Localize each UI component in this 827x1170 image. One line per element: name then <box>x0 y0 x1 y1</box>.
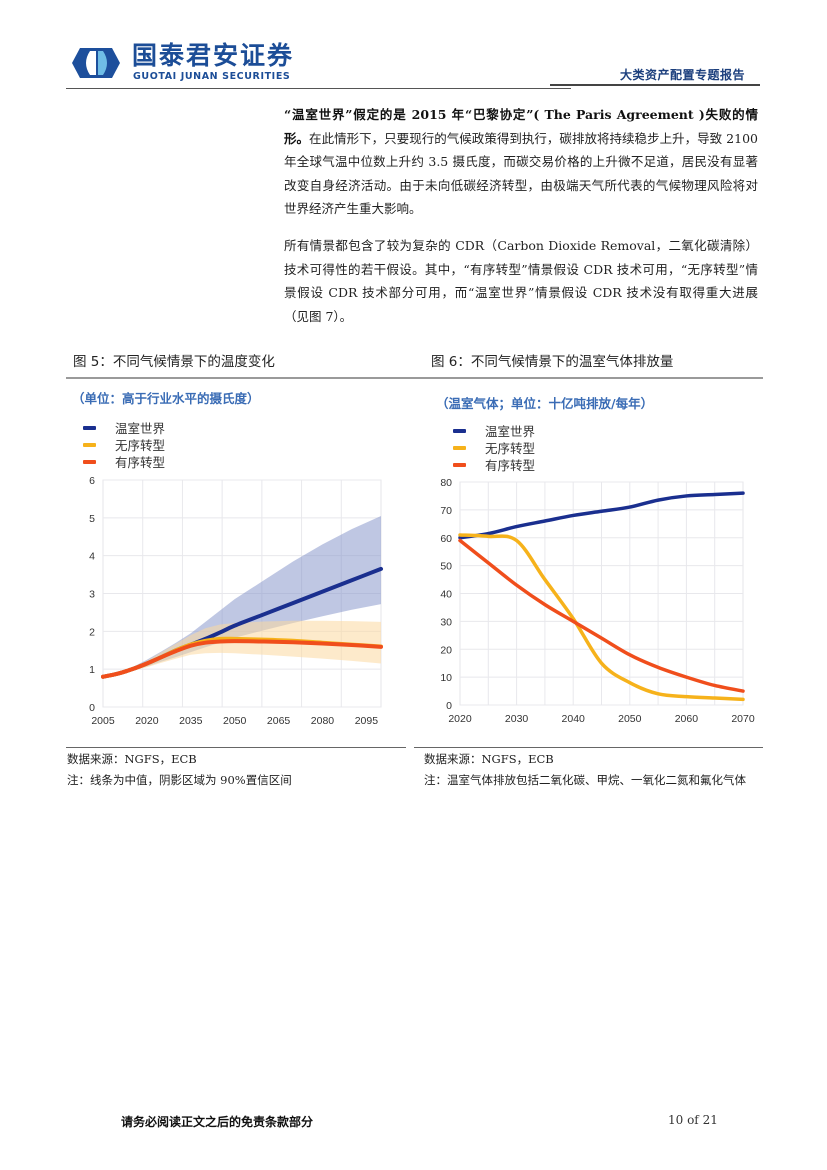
figure-title-divider <box>66 377 763 379</box>
header-divider-right <box>550 84 760 86</box>
paragraph-lead-bold: “温室世界”假定的是 2015 年“巴黎协定”( The Paris Agree… <box>284 107 758 146</box>
company-logo: 国泰君安证券 GUOTAI JUNAN SECURITIES <box>70 42 300 84</box>
legend-label: 有序转型 <box>115 455 166 470</box>
header-divider-left <box>66 88 571 89</box>
y-tick-label: 1 <box>89 664 95 676</box>
y-tick-label: 40 <box>440 589 452 601</box>
y-tick-label: 2 <box>89 626 95 638</box>
series-line <box>458 538 745 693</box>
legend-label: 有序转型 <box>485 458 536 473</box>
paragraph-greenhouse-world: “温室世界”假定的是 2015 年“巴黎协定”( The Paris Agree… <box>284 103 758 221</box>
disclaimer-note: 请务必阅读正文之后的免责条款部分 <box>121 1115 314 1129</box>
report-type-title: 大类资产配置专题报告 <box>620 68 746 82</box>
x-tick-label: 2050 <box>223 715 247 727</box>
chart-unit-label: （温室气体；单位：十亿吨排放/每年） <box>436 396 654 411</box>
note-line: 注：线条为中值，阴影区域为 90%置信区间 <box>67 773 292 787</box>
chart-legend: 温室世界 无序转型 有序转型 <box>453 422 535 473</box>
x-tick-label: 2060 <box>675 713 699 725</box>
y-tick-label: 80 <box>440 477 452 489</box>
y-tick-label: 20 <box>440 644 452 656</box>
y-tick-label: 6 <box>89 475 95 487</box>
x-tick-label: 2030 <box>505 713 529 725</box>
note-line: 注：温室气体排放包括二氧化碳、甲烷、一氧化二氮和氟化气体 <box>424 773 746 787</box>
x-tick-label: 2070 <box>731 713 755 725</box>
figure-6-source: 数据来源：NGFS，ECB 注：温室气体排放包括二氧化碳、甲烷、一氧化二氮和氟化… <box>424 749 764 791</box>
logo-english-name: GUOTAI JUNAN SECURITIES <box>133 71 291 82</box>
x-tick-label: 2020 <box>448 713 472 725</box>
legend-swatch-icon <box>453 445 466 450</box>
x-tick-label: 2065 <box>267 715 291 727</box>
y-tick-label: 10 <box>440 672 452 684</box>
page-number: 10 of 21 <box>668 1113 718 1127</box>
source-line: 数据来源：NGFS，ECB <box>67 752 197 766</box>
source-divider <box>66 747 406 748</box>
x-tick-label: 2020 <box>135 715 159 727</box>
y-tick-label: 0 <box>446 700 452 712</box>
x-tick-label: 2040 <box>562 713 586 725</box>
logo-chinese-name: 国泰君安证券 <box>132 41 295 70</box>
temperature-chart: （单位：高于行业水平的摄氏度） 温室世界 无序转型 有序转型 0 1 2 3 4 5 6 20… <box>66 380 406 740</box>
legend-item-orderly: 有序转型 <box>83 453 165 470</box>
x-tick-label: 2005 <box>91 715 115 727</box>
emissions-chart: （温室气体；单位：十亿吨排放/每年） 温室世界 无序转型 有序转型 0 10 20 3… <box>414 380 763 740</box>
y-tick-label: 5 <box>89 513 95 525</box>
y-tick-label: 70 <box>440 505 452 517</box>
legend-item-greenhouse-world: 温室世界 <box>453 422 535 439</box>
legend-label: 温室世界 <box>115 421 166 436</box>
legend-swatch-icon <box>83 425 96 430</box>
legend-swatch-icon <box>83 442 96 447</box>
y-tick-label: 3 <box>89 589 95 601</box>
legend-item-orderly: 有序转型 <box>453 456 535 473</box>
temperature-line-chart: 0 1 2 3 4 5 6 2005 2020 2035 2050 2065 2080 2095 <box>89 475 383 727</box>
figure-6-title: 图 6：不同气候情景下的温室气体排放量 <box>431 354 674 370</box>
confidence-band <box>103 515 381 677</box>
series-line <box>458 533 745 702</box>
x-tick-label: 2050 <box>618 713 642 725</box>
x-tick-label: 2095 <box>355 715 379 727</box>
legend-item-greenhouse-world: 温室世界 <box>83 419 165 436</box>
y-tick-label: 0 <box>89 702 95 714</box>
legend-swatch-icon <box>453 428 466 433</box>
series-line <box>458 491 745 540</box>
y-tick-label: 50 <box>440 561 452 573</box>
legend-item-disorderly: 无序转型 <box>453 439 535 456</box>
paragraph-body: 在此情形下，只要现行的气候政策得到执行，碳排放将持续稳步上升，导致 2100 年… <box>284 130 758 217</box>
legend-label: 无序转型 <box>485 441 536 456</box>
chart-legend: 温室世界 无序转型 有序转型 <box>83 419 165 470</box>
legend-label: 温室世界 <box>485 424 536 439</box>
legend-item-disorderly: 无序转型 <box>83 436 165 453</box>
source-divider <box>414 747 763 748</box>
series-line <box>101 639 383 679</box>
guotai-junan-logo-icon <box>72 48 120 78</box>
y-tick-label: 4 <box>89 551 95 563</box>
confidence-band <box>103 620 381 677</box>
chart-unit-label: （单位：高于行业水平的摄氏度） <box>72 391 260 406</box>
x-tick-label: 2080 <box>311 715 335 727</box>
figure-5-source: 数据来源：NGFS，ECB 注：线条为中值，阴影区域为 90%置信区间 <box>67 749 397 791</box>
y-tick-label: 30 <box>440 616 452 628</box>
legend-swatch-icon <box>83 459 96 464</box>
source-line: 数据来源：NGFS，ECB <box>424 752 554 766</box>
paragraph-cdr-assumptions: 所有情景都包含了较为复杂的 CDR（Carbon Dioxide Removal… <box>284 238 758 324</box>
figure-5-title: 图 5：不同气候情景下的温度变化 <box>73 354 275 370</box>
legend-label: 无序转型 <box>115 438 166 453</box>
legend-swatch-icon <box>453 462 466 467</box>
y-tick-label: 60 <box>440 533 452 545</box>
x-tick-label: 2035 <box>179 715 203 727</box>
